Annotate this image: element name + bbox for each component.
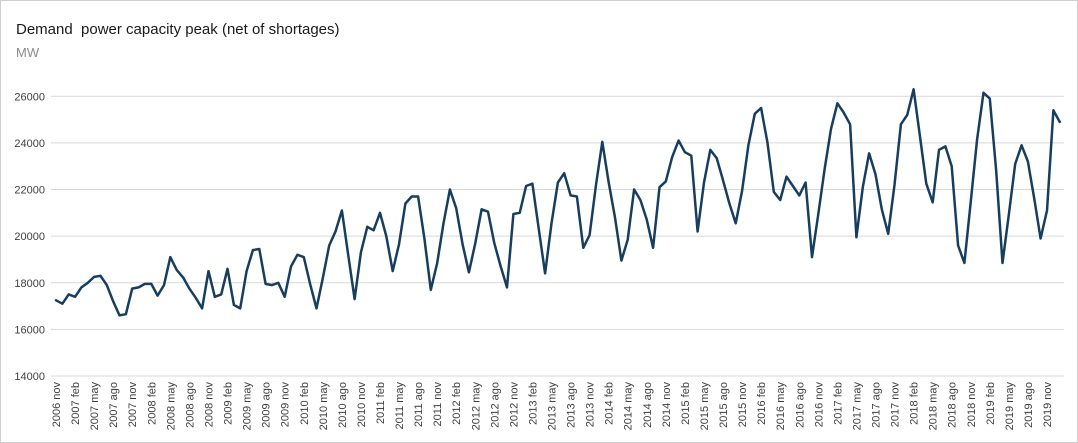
x-tick-label: 2008 ago bbox=[184, 382, 196, 428]
x-tick-label: 2018 feb bbox=[909, 382, 921, 425]
x-tick-label: 2013 feb bbox=[527, 382, 539, 425]
x-tick-label: 2018 ago bbox=[947, 382, 959, 428]
x-tick-label: 2017 feb bbox=[832, 382, 844, 425]
x-tick-label: 2010 may bbox=[318, 382, 330, 431]
x-tick-label: 2007 ago bbox=[108, 382, 120, 428]
x-tick-label: 2016 feb bbox=[756, 382, 768, 425]
x-tick-label: 2017 may bbox=[851, 382, 863, 431]
x-tick-label: 2015 ago bbox=[718, 382, 730, 428]
x-tick-label: 2014 feb bbox=[604, 382, 616, 425]
x-tick-label: 2019 may bbox=[1004, 382, 1016, 431]
x-tick-label: 2016 may bbox=[775, 382, 787, 431]
y-tick-label: 14000 bbox=[14, 371, 45, 383]
x-tick-label: 2015 may bbox=[699, 382, 711, 431]
x-tick-label: 2015 nov bbox=[737, 382, 749, 428]
x-tick-label: 2014 ago bbox=[642, 382, 654, 428]
x-tick-label: 2013 may bbox=[547, 382, 559, 431]
x-tick-label: 2009 nov bbox=[280, 382, 292, 428]
x-tick-label: 2007 feb bbox=[70, 382, 82, 425]
y-tick-label: 24000 bbox=[14, 138, 45, 150]
x-tick-label: 2012 ago bbox=[489, 382, 501, 428]
x-tick-label: 2012 feb bbox=[451, 382, 463, 425]
x-tick-label: 2016 ago bbox=[794, 382, 806, 428]
y-tick-label: 18000 bbox=[14, 278, 45, 290]
x-tick-label: 2011 may bbox=[394, 382, 406, 430]
y-tick-label: 26000 bbox=[14, 91, 45, 103]
x-tick-label: 2011 feb bbox=[375, 382, 387, 424]
x-tick-label: 2011 ago bbox=[413, 382, 425, 427]
x-tick-label: 2018 nov bbox=[966, 382, 978, 428]
x-tick-label: 2011 nov bbox=[432, 382, 444, 427]
x-tick-label: 2014 may bbox=[623, 382, 635, 431]
x-tick-label: 2018 may bbox=[928, 382, 940, 431]
x-tick-label: 2010 nov bbox=[356, 382, 368, 428]
x-tick-label: 2006 nov bbox=[51, 382, 63, 428]
x-tick-label: 2010 ago bbox=[337, 382, 349, 428]
y-axis-unit-label: MW bbox=[16, 45, 40, 60]
x-tick-label: 2012 may bbox=[470, 382, 482, 431]
x-tick-label: 2019 feb bbox=[985, 382, 997, 425]
x-tick-label: 2019 nov bbox=[1042, 382, 1054, 428]
x-tick-label: 2008 feb bbox=[146, 382, 158, 425]
x-tick-label: 2016 nov bbox=[813, 382, 825, 428]
x-tick-label: 2019 ago bbox=[1023, 382, 1035, 428]
y-tick-label: 16000 bbox=[14, 324, 45, 336]
y-tick-label: 20000 bbox=[14, 231, 45, 243]
x-tick-label: 2015 feb bbox=[680, 382, 692, 425]
x-tick-label: 2012 nov bbox=[508, 382, 520, 428]
x-tick-label: 2009 ago bbox=[261, 382, 273, 428]
x-tick-label: 2017 ago bbox=[870, 382, 882, 428]
x-tick-label: 2008 may bbox=[165, 382, 177, 431]
x-tick-label: 2014 nov bbox=[661, 382, 673, 428]
chart-title: Demand power capacity peak (net of short… bbox=[16, 21, 340, 38]
x-tick-label: 2010 feb bbox=[299, 382, 311, 425]
demand-series-line bbox=[54, 88, 1061, 317]
x-tick-label: 2007 may bbox=[89, 382, 101, 431]
x-tick-label: 2007 nov bbox=[127, 382, 139, 428]
x-tick-label: 2009 feb bbox=[223, 382, 235, 425]
x-tick-label: 2008 nov bbox=[203, 382, 215, 428]
x-tick-label: 2017 nov bbox=[890, 382, 902, 428]
x-tick-label: 2013 nov bbox=[585, 382, 597, 428]
y-tick-label: 22000 bbox=[14, 185, 45, 197]
x-tick-label: 2009 may bbox=[242, 382, 254, 431]
x-tick-label: 2013 ago bbox=[566, 382, 578, 428]
